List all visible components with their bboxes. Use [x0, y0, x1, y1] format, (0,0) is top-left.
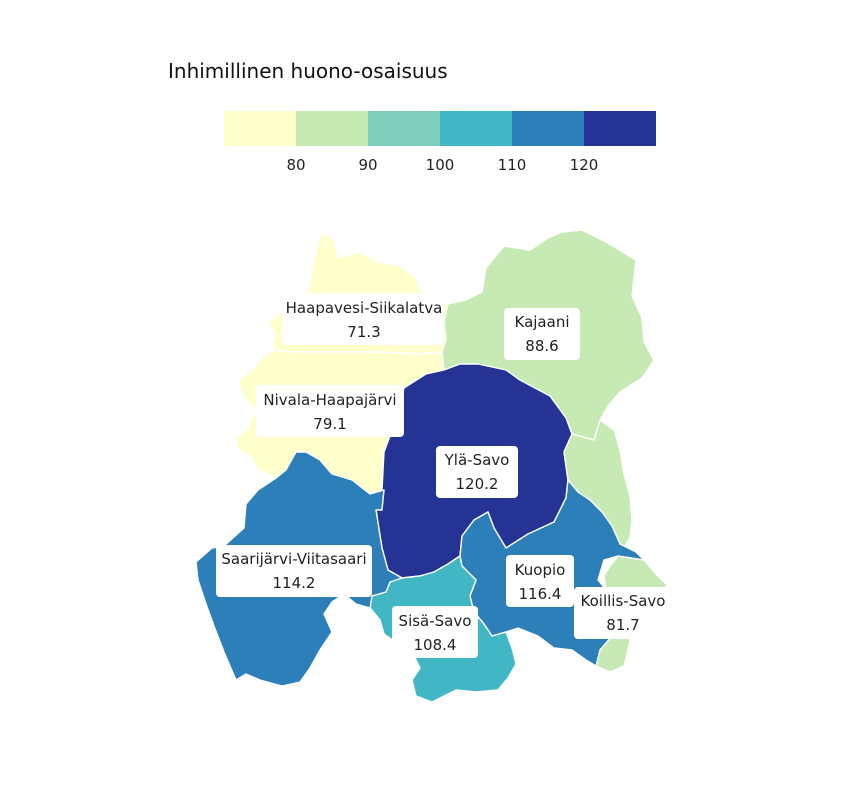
legend-bin-4 [440, 111, 512, 146]
region-labels: Haapavesi-Siikalatva 71.3 Nivala-Haapajä… [216, 293, 672, 658]
label-box [506, 555, 574, 607]
legend-tick-label: 90 [358, 156, 377, 174]
label-kuopio: Kuopio 116.4 [506, 555, 574, 607]
region-value: 120.2 [456, 475, 499, 493]
legend-bin-5 [512, 111, 584, 146]
map-title: Inhimillinen huono-osaisuus [168, 59, 448, 83]
label-box [392, 606, 478, 658]
region-name: Kajaani [515, 313, 570, 331]
region-name: Sisä-Savo [399, 612, 472, 630]
region-name: Haapavesi-Siikalatva [286, 299, 443, 317]
region-name: Kuopio [515, 561, 566, 579]
label-saarijarvi-viitasaari: Saarijärvi-Viitasaari 114.2 [216, 545, 372, 597]
legend-bin-6 [584, 111, 656, 146]
legend-tick-label: 120 [570, 156, 599, 174]
region-name: Saarijärvi-Viitasaari [221, 550, 366, 568]
region-value: 108.4 [414, 636, 457, 654]
region-value: 88.6 [525, 337, 558, 355]
label-nivala-haapajarvi: Nivala-Haapajärvi 79.1 [256, 385, 404, 437]
legend-tick-label: 110 [498, 156, 527, 174]
region-value: 81.7 [606, 616, 639, 634]
label-box [216, 545, 372, 597]
legend-bin-1 [224, 111, 296, 146]
legend-tick-label: 100 [426, 156, 455, 174]
region-value: 79.1 [313, 415, 346, 433]
label-box [256, 385, 404, 437]
region-value: 114.2 [273, 574, 316, 592]
region-value: 71.3 [347, 323, 380, 341]
region-name: Nivala-Haapajärvi [263, 391, 396, 409]
legend: 80 90 100 110 120 [224, 111, 656, 174]
label-kajaani: Kajaani 88.6 [504, 308, 580, 360]
label-box [436, 446, 518, 498]
label-koillis-savo: Koillis-Savo 81.7 [574, 587, 672, 639]
legend-tick-label: 80 [286, 156, 305, 174]
label-sisa-savo: Sisä-Savo 108.4 [392, 606, 478, 658]
label-box [574, 587, 672, 639]
label-yla-savo: Ylä-Savo 120.2 [436, 446, 518, 498]
region-name: Koillis-Savo [581, 592, 666, 610]
region-name: Ylä-Savo [444, 451, 510, 469]
legend-bin-3 [368, 111, 440, 146]
label-box [282, 293, 444, 345]
legend-bin-2 [296, 111, 368, 146]
region-value: 116.4 [519, 585, 562, 603]
label-box [504, 308, 580, 360]
label-haapavesi-siikalatva: Haapavesi-Siikalatva 71.3 [282, 293, 444, 345]
